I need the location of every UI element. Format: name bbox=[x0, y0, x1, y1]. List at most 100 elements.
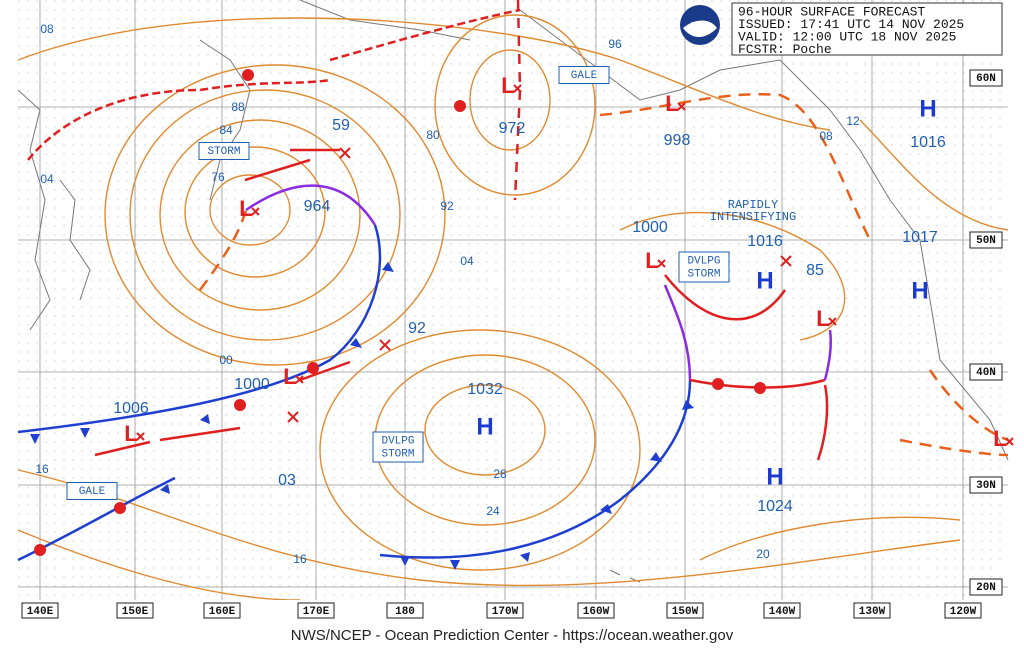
isobar-label: 12 bbox=[846, 114, 860, 128]
latitude-box bbox=[969, 578, 1003, 596]
isobar-label: 00 bbox=[219, 353, 233, 367]
low-x bbox=[657, 259, 666, 268]
note-text: INTENSIFYING bbox=[710, 210, 796, 224]
noaa-logo bbox=[680, 5, 720, 45]
header-box bbox=[731, 2, 1003, 56]
isobar-label: 04 bbox=[460, 254, 474, 268]
isobar-label: 92 bbox=[408, 320, 426, 337]
header-line: 96-HOUR SURFACE FORECAST bbox=[738, 4, 925, 19]
low-x bbox=[1005, 437, 1014, 446]
logo-text: NOAA bbox=[691, 23, 709, 29]
longitude-box bbox=[21, 602, 59, 619]
isobar-label: 92 bbox=[440, 199, 454, 213]
longitude-label: 150E bbox=[122, 606, 149, 618]
longitude-box bbox=[853, 602, 891, 619]
isobar-label: 24 bbox=[486, 504, 500, 518]
isobar-label: 03 bbox=[278, 472, 296, 489]
isobar-label: 04 bbox=[40, 172, 54, 186]
isobar-label: 16 bbox=[293, 552, 307, 566]
cold-front-teeth bbox=[30, 262, 694, 570]
isobar-label: 20 bbox=[756, 547, 770, 561]
low-x bbox=[295, 375, 304, 384]
high-symbol: H bbox=[919, 95, 936, 122]
isobar-label: 08 bbox=[40, 22, 54, 36]
warning-text: GALE bbox=[79, 486, 106, 498]
longitude-box bbox=[116, 602, 154, 619]
isobar-label: 96 bbox=[608, 37, 622, 51]
header-line: ISSUED: 17:41 UTC 14 NOV 2025 bbox=[738, 17, 964, 32]
graticule bbox=[18, 0, 1008, 600]
footer: NWS/NCEP - Ocean Prediction Center - htt… bbox=[291, 627, 734, 644]
warning-text: STORM bbox=[207, 146, 240, 158]
longitude-label: 170E bbox=[303, 606, 330, 618]
latitude-label: 50N bbox=[976, 235, 996, 247]
low-x bbox=[513, 84, 522, 93]
latitude-label: 40N bbox=[976, 367, 996, 379]
low-pressure: 1000 bbox=[234, 376, 270, 393]
low-pressure: 1006 bbox=[113, 400, 149, 417]
longitude-label: 160W bbox=[583, 606, 610, 618]
low-x bbox=[136, 432, 145, 441]
warning-box bbox=[558, 66, 610, 84]
longitude-box bbox=[486, 602, 524, 619]
low-x bbox=[828, 317, 837, 326]
low-pressure: 1000 bbox=[632, 219, 668, 236]
longitude-box bbox=[386, 602, 424, 619]
low-symbol: L bbox=[665, 91, 678, 116]
low-pressure: 964 bbox=[304, 198, 331, 215]
longitude-label: 140E bbox=[27, 606, 54, 618]
warning-box bbox=[198, 142, 250, 160]
note-text: RAPIDLY bbox=[728, 198, 778, 212]
storm-tracks bbox=[94, 148, 787, 457]
low-pressure: 972 bbox=[499, 120, 526, 137]
low-symbol: L bbox=[124, 421, 137, 446]
longitude-box bbox=[763, 602, 801, 619]
low-x bbox=[251, 207, 260, 216]
high-symbol: H bbox=[476, 413, 493, 440]
longitude-box bbox=[577, 602, 615, 619]
longitude-box bbox=[666, 602, 704, 619]
low-pressure: 998 bbox=[664, 132, 691, 149]
header-line: VALID: 12:00 UTC 18 NOV 2025 bbox=[738, 29, 956, 44]
longitude-box bbox=[203, 602, 241, 619]
longitude-box bbox=[297, 602, 335, 619]
low-symbol: L bbox=[239, 196, 252, 221]
low-symbol: L bbox=[816, 306, 829, 331]
latitude-label: 20N bbox=[976, 582, 996, 594]
warning-text: DVLPG bbox=[687, 255, 720, 267]
low-symbol: L bbox=[645, 248, 658, 273]
latitude-box bbox=[969, 476, 1003, 494]
isobar-label: 28 bbox=[493, 467, 507, 481]
longitude-label: 150W bbox=[672, 606, 699, 618]
isobar-label: 84 bbox=[219, 123, 233, 137]
warning-box bbox=[678, 251, 730, 283]
high-symbol: H bbox=[911, 277, 928, 304]
warning-text: STORM bbox=[381, 448, 414, 460]
latitude-box bbox=[969, 69, 1003, 87]
high-symbol: H bbox=[766, 463, 783, 490]
latitude-box bbox=[969, 231, 1003, 249]
isobar-label: 85 bbox=[806, 262, 824, 279]
warning-text: DVLPG bbox=[381, 435, 414, 447]
longitude-box bbox=[944, 602, 982, 619]
high-pressure: 1024 bbox=[757, 498, 793, 515]
high-pressure: 1016 bbox=[910, 134, 946, 151]
longitude-label: 180 bbox=[395, 606, 415, 618]
isobar-label: 80 bbox=[426, 128, 440, 142]
isobar-label: 08 bbox=[819, 129, 833, 143]
warning-text: STORM bbox=[687, 268, 720, 280]
low-x bbox=[677, 102, 686, 111]
longitude-label: 170W bbox=[492, 606, 519, 618]
high-pressure: 1032 bbox=[467, 381, 503, 398]
latitude-label: 60N bbox=[976, 73, 996, 85]
longitude-label: 160E bbox=[209, 606, 236, 618]
warning-box bbox=[66, 482, 118, 500]
coastlines bbox=[17, 0, 1009, 583]
low-symbol: L bbox=[993, 426, 1006, 451]
forecast-positions bbox=[287, 147, 792, 423]
warm-front-bumps bbox=[34, 69, 766, 556]
longitude-label: 120W bbox=[950, 606, 977, 618]
isobar-label: 59 bbox=[332, 117, 350, 134]
high-pressure: 1017 bbox=[902, 229, 938, 246]
